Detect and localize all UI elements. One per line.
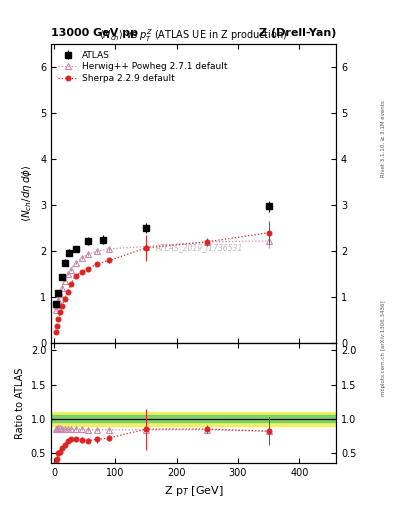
Sherpa 2.2.9 default [144,245,149,251]
Herwig++ Powheg 2.7.1 default [107,246,112,252]
Title: $\langle N_{ch}\rangle$ vs $p_T^Z$ (ATLAS UE in Z production): $\langle N_{ch}\rangle$ vs $p_T^Z$ (ATLA… [99,27,288,44]
Sherpa 2.2.9 default [205,239,210,245]
Sherpa 2.2.9 default [56,316,61,323]
Herwig++ Powheg 2.7.1 default [205,239,210,245]
Y-axis label: $\langle N_{ch}/d\eta\,d\phi\rangle$: $\langle N_{ch}/d\eta\,d\phi\rangle$ [20,165,35,222]
Sherpa 2.2.9 default [95,261,99,267]
Herwig++ Powheg 2.7.1 default [266,238,271,244]
Herwig++ Powheg 2.7.1 default [58,290,62,296]
Text: ATLAS_2019_I1736531: ATLAS_2019_I1736531 [156,243,243,252]
Bar [51,412,336,425]
Sherpa 2.2.9 default [65,289,70,295]
Sherpa 2.2.9 default [60,303,64,309]
Sherpa 2.2.9 default [73,272,78,279]
Legend: ATLAS, Herwig++ Powheg 2.7.1 default, Sherpa 2.2.9 default: ATLAS, Herwig++ Powheg 2.7.1 default, Sh… [55,48,230,86]
Text: mcplots.cern.ch [arXiv:1306.3436]: mcplots.cern.ch [arXiv:1306.3436] [381,301,386,396]
Herwig++ Powheg 2.7.1 default [55,302,60,308]
Herwig++ Powheg 2.7.1 default [73,260,78,266]
Herwig++ Powheg 2.7.1 default [86,251,90,258]
Herwig++ Powheg 2.7.1 default [95,248,99,254]
Herwig++ Powheg 2.7.1 default [60,285,64,291]
Text: Rivet 3.1.10, ≥ 3.1M events: Rivet 3.1.10, ≥ 3.1M events [381,100,386,177]
Herwig++ Powheg 2.7.1 default [68,267,73,273]
Herwig++ Powheg 2.7.1 default [56,296,61,303]
Line: Herwig++ Powheg 2.7.1 default: Herwig++ Powheg 2.7.1 default [53,238,272,313]
Herwig++ Powheg 2.7.1 default [144,243,149,249]
Text: Z (Drell-Yan): Z (Drell-Yan) [259,28,336,38]
Bar [51,415,336,422]
Sherpa 2.2.9 default [55,323,60,329]
Sherpa 2.2.9 default [79,269,84,275]
Herwig++ Powheg 2.7.1 default [79,255,84,261]
Herwig++ Powheg 2.7.1 default [53,307,58,313]
Sherpa 2.2.9 default [53,329,58,335]
Sherpa 2.2.9 default [107,258,112,264]
Herwig++ Powheg 2.7.1 default [65,271,70,278]
Line: Sherpa 2.2.9 default: Sherpa 2.2.9 default [53,230,271,334]
Herwig++ Powheg 2.7.1 default [62,278,67,284]
X-axis label: Z p$_T$ [GeV]: Z p$_T$ [GeV] [163,484,224,498]
Sherpa 2.2.9 default [266,229,271,236]
Sherpa 2.2.9 default [68,281,73,287]
Sherpa 2.2.9 default [62,295,67,302]
Sherpa 2.2.9 default [58,309,62,315]
Sherpa 2.2.9 default [86,266,90,272]
Text: 13000 GeV pp: 13000 GeV pp [51,28,138,38]
Y-axis label: Ratio to ATLAS: Ratio to ATLAS [15,368,25,439]
